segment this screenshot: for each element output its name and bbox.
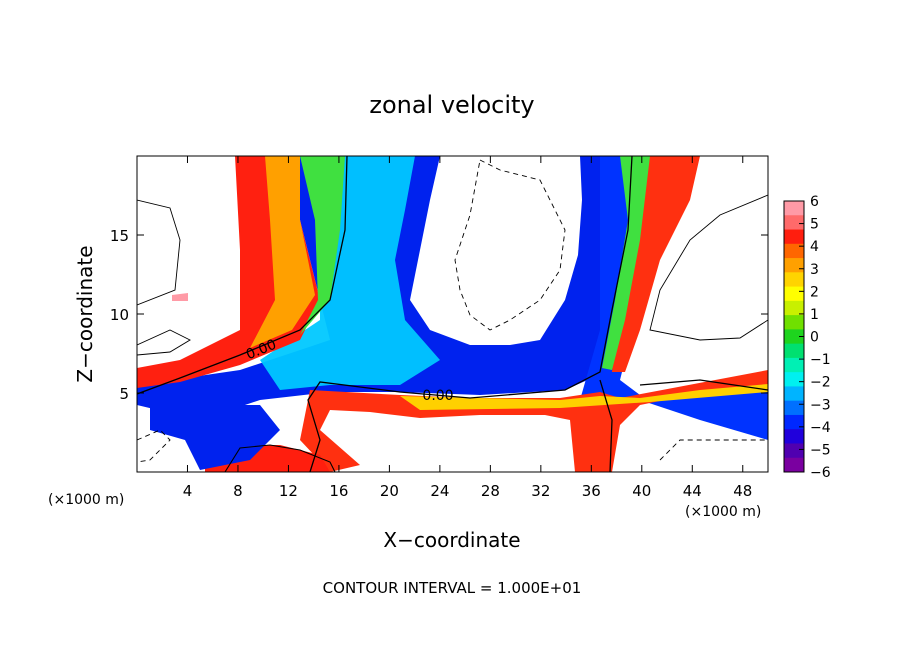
colorbar-label: −4 bbox=[810, 420, 831, 436]
x-tick-label: 20 bbox=[380, 482, 399, 500]
x-axis: 4 8 12 16 20 24 28 32 36 40 44 48 bbox=[183, 156, 752, 500]
colorbar-swatch bbox=[784, 357, 804, 373]
colorbar-label: 6 bbox=[810, 194, 819, 210]
positive-band-lower bbox=[300, 370, 768, 472]
x-tick-label: 24 bbox=[430, 482, 449, 500]
colorbar-swatch bbox=[784, 272, 804, 288]
y-tick-label: 15 bbox=[110, 227, 129, 245]
colorbar-label: 0 bbox=[810, 330, 819, 346]
y-tick-label: 5 bbox=[119, 385, 129, 403]
x-tick-label: 8 bbox=[233, 482, 243, 500]
colorbar-label: −1 bbox=[810, 352, 831, 368]
contour-label-lower: 0.00 bbox=[422, 388, 453, 404]
positive-band-orange bbox=[250, 156, 315, 348]
x-tick-label: 28 bbox=[481, 482, 500, 500]
colorbar-swatch bbox=[784, 243, 804, 259]
chart-title: zonal velocity bbox=[369, 91, 534, 119]
x-tick-label: 44 bbox=[683, 482, 702, 500]
colorbar-label: 4 bbox=[810, 239, 819, 255]
colorbar-swatch bbox=[784, 215, 804, 231]
y-axis-label: Z−coordinate bbox=[73, 245, 97, 382]
colorbar-label: 5 bbox=[810, 217, 819, 233]
colorbar-swatch bbox=[784, 429, 804, 444]
colorbar-label: −2 bbox=[810, 375, 831, 391]
x-tick-label: 16 bbox=[329, 482, 348, 500]
colorbar-swatch bbox=[784, 258, 804, 273]
colorbar-label: −6 bbox=[810, 465, 831, 481]
colorbar-swatch bbox=[784, 386, 804, 402]
x-tick-label: 12 bbox=[279, 482, 298, 500]
colorbar-swatch bbox=[784, 343, 804, 359]
x-tick-label: 40 bbox=[632, 482, 651, 500]
colorbar-swatch bbox=[784, 315, 804, 330]
x-tick-label: 4 bbox=[183, 482, 193, 500]
x-tick-label: 48 bbox=[733, 482, 752, 500]
colorbar-label: 1 bbox=[810, 307, 819, 323]
colorbar-swatch bbox=[784, 414, 804, 430]
contour-lines bbox=[137, 156, 768, 472]
colorbar-swatch bbox=[784, 229, 804, 245]
velocity-field: 0.00 0.00 bbox=[137, 156, 768, 472]
x-tick-label: 32 bbox=[531, 482, 550, 500]
negative-patch-bottom bbox=[150, 405, 280, 470]
y-tick-label: 10 bbox=[110, 306, 129, 324]
positive-band-vertical-green bbox=[602, 156, 650, 370]
x-tick-label: 36 bbox=[582, 482, 601, 500]
positive-band-lower-yellow bbox=[400, 384, 768, 410]
contour-interval-note: CONTOUR INTERVAL = 1.000E+01 bbox=[323, 579, 582, 597]
colorbar-swatch bbox=[784, 443, 804, 459]
colorbar-swatch bbox=[784, 300, 804, 316]
colorbar: 6 5 4 3 2 1 0 −1 −2 −3 −4 −5 −6 bbox=[783, 194, 831, 481]
negative-band-cyan bbox=[260, 156, 440, 390]
positive-band-green bbox=[300, 156, 345, 335]
positive-patch-small bbox=[172, 293, 188, 301]
colorbar-swatch bbox=[784, 400, 804, 416]
colorbar-swatch bbox=[784, 457, 804, 473]
colorbar-swatch bbox=[784, 286, 804, 302]
y-axis: 5 10 15 bbox=[110, 227, 768, 403]
colorbar-label: −5 bbox=[810, 442, 831, 458]
x-unit-left: (×1000 m) bbox=[48, 492, 124, 508]
x-axis-label: X−coordinate bbox=[383, 528, 520, 552]
colorbar-label: 3 bbox=[810, 262, 819, 278]
colorbar-label: 2 bbox=[810, 284, 819, 300]
colorbar-label: −3 bbox=[810, 397, 831, 413]
x-unit-right: (×1000 m) bbox=[685, 504, 761, 520]
colorbar-swatch bbox=[784, 201, 804, 216]
colorbar-swatch bbox=[784, 372, 804, 387]
positive-band-vertical bbox=[612, 156, 700, 372]
colorbar-swatch bbox=[784, 329, 804, 345]
